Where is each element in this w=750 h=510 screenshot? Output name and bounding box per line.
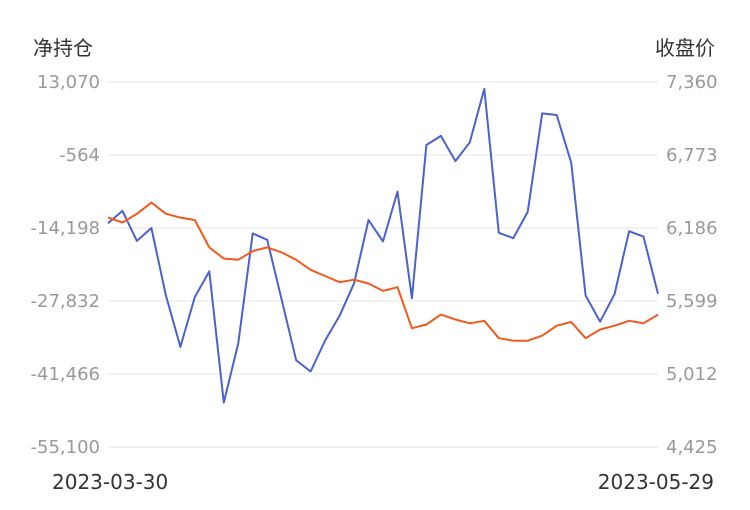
left-tick-label: -41,466 — [31, 364, 100, 385]
gridlines — [108, 81, 658, 448]
left-tick-label: -14,198 — [31, 218, 100, 239]
left-tick-label: 13,070 — [37, 72, 100, 93]
left-axis-ticks: 13,070 -564 -14,198 -27,832 -41,466 -55,100 — [31, 72, 100, 458]
right-tick-label: 4,425 — [666, 437, 718, 458]
x-axis-end-label: 2023-05-29 — [598, 470, 714, 494]
net-position-line — [107, 87, 659, 404]
left-tick-label: -564 — [59, 145, 100, 166]
right-tick-label: 6,773 — [666, 145, 718, 166]
right-tick-label: 6,186 — [666, 218, 718, 239]
right-tick-label: 7,360 — [666, 72, 718, 93]
x-axis-start-label: 2023-03-30 — [52, 470, 168, 494]
right-tick-label: 5,599 — [666, 291, 718, 312]
right-tick-label: 5,012 — [666, 364, 718, 385]
right-axis-ticks: 7,360 6,773 6,186 5,599 5,012 4,425 — [666, 72, 718, 458]
right-axis-title: 收盘价 — [655, 36, 715, 60]
left-tick-label: -27,832 — [31, 291, 100, 312]
left-axis-title: 净持仓 — [33, 36, 93, 60]
series-lines — [107, 87, 659, 404]
close-price-line — [107, 201, 659, 342]
left-tick-label: -55,100 — [31, 437, 100, 458]
